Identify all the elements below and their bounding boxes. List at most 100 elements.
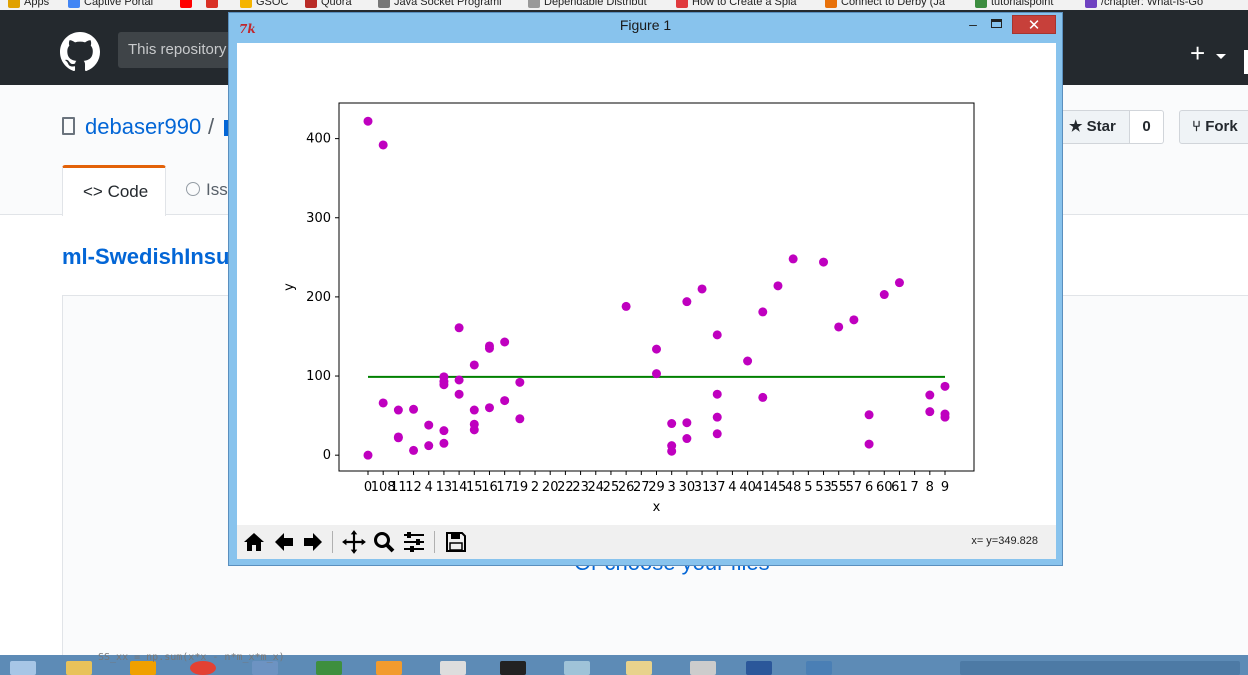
- virtualbox-icon[interactable]: [252, 661, 278, 675]
- forward-icon[interactable]: [298, 527, 328, 557]
- pan-icon[interactable]: [339, 527, 369, 557]
- taskbar-app-icon[interactable]: [564, 661, 590, 675]
- x-tick-label: 53: [815, 480, 832, 495]
- bookmark-label: How to Create a Spla: [692, 0, 797, 8]
- figure-window: 7k Figure 1 – ✕ 0 100 200 300 400 0 108 11 12 4 13…: [228, 12, 1063, 566]
- terminal-icon[interactable]: [500, 661, 526, 675]
- data-point: [393, 433, 403, 443]
- data-point: [894, 278, 904, 288]
- data-point: [515, 414, 525, 424]
- x-tick-label: 13: [436, 480, 453, 495]
- x-tick-label: 17: [496, 480, 513, 495]
- x-tick-label: 7: [910, 480, 918, 495]
- bookmark-favicon-icon: [676, 0, 688, 8]
- repo-title[interactable]: ml-SwedishInsur: [62, 244, 239, 269]
- x-tick-label: 2: [531, 480, 539, 495]
- x-tick-label: 14: [451, 480, 468, 495]
- y-tick-label: 0: [323, 448, 331, 463]
- y-tick-label: 400: [306, 132, 331, 147]
- x-tick-label: 45: [770, 480, 787, 495]
- bookmark-label: Connect to Derby (Ja: [841, 0, 945, 8]
- x-tick-label: 9: [941, 480, 949, 495]
- x-tick-label: 29: [648, 480, 665, 495]
- bookmark-item[interactable]: Connect to Derby (Ja: [825, 0, 945, 8]
- bookmark-label: Apps: [24, 0, 50, 8]
- data-point: [864, 410, 874, 420]
- configure-subplots-icon[interactable]: [399, 527, 429, 557]
- minimize-button[interactable]: –: [969, 16, 977, 32]
- word-icon[interactable]: [746, 661, 772, 675]
- tab-code[interactable]: <> Code: [62, 165, 166, 216]
- bookmark-item[interactable]: Dependable Distribut: [528, 0, 647, 8]
- taskbar-app-icon[interactable]: [626, 661, 652, 675]
- data-point: [652, 369, 661, 379]
- x-axis-label: x: [653, 500, 661, 515]
- data-point: [500, 337, 510, 347]
- taskbar-app-icon[interactable]: [130, 661, 156, 675]
- x-tick-label: 8: [926, 480, 934, 495]
- back-icon[interactable]: [269, 527, 299, 557]
- system-tray[interactable]: [960, 661, 1240, 675]
- file-explorer-icon[interactable]: [66, 661, 92, 675]
- star-count[interactable]: 0: [1130, 110, 1164, 144]
- bookmark-item[interactable]: /chapter: What-Is-Go: [1085, 0, 1203, 8]
- x-tick-label: 48: [785, 480, 802, 495]
- save-icon[interactable]: [441, 527, 471, 557]
- x-tick-label: 108: [371, 480, 396, 495]
- avatar[interactable]: [1244, 50, 1248, 74]
- tab-issues[interactable]: Iss: [186, 180, 228, 200]
- bookmark-favicon-icon: [1085, 0, 1097, 8]
- bookmark-label: Dependable Distribut: [544, 0, 647, 8]
- python-figure-icon[interactable]: [806, 661, 832, 675]
- maximize-button[interactable]: [991, 19, 1002, 28]
- repo-icon: [62, 117, 75, 135]
- figure-canvas[interactable]: 0 100 200 300 400 0 108 11 12 4 13 14 15 16 17 19 2 20 22 2…: [237, 43, 1056, 525]
- start-icon[interactable]: [10, 661, 36, 675]
- x-tick-label: 55: [830, 480, 847, 495]
- new-menu-button[interactable]: +: [1190, 38, 1206, 68]
- y-axis-label: y: [282, 283, 297, 291]
- data-point: [469, 405, 479, 415]
- bookmark-item[interactable]: [206, 0, 222, 8]
- bookmark-item[interactable]: [180, 0, 196, 8]
- tab-issues-label: Iss: [206, 180, 228, 199]
- x-tick-label: 60: [876, 480, 893, 495]
- fork-button[interactable]: ⑂ Fork: [1179, 110, 1248, 144]
- toolbar-separator: [332, 531, 333, 553]
- home-icon[interactable]: [239, 527, 269, 557]
- y-tick-label: 300: [306, 211, 331, 226]
- bookmark-favicon-icon: [240, 0, 252, 8]
- data-point: [424, 441, 434, 451]
- repo-owner-link[interactable]: debaser990: [85, 114, 202, 139]
- taskbar-app-icon[interactable]: [440, 661, 466, 675]
- taskbar-app-icon[interactable]: [376, 661, 402, 675]
- bookmark-favicon-icon: [8, 0, 20, 8]
- chrome-icon[interactable]: [190, 661, 216, 675]
- bookmark-favicon-icon: [528, 0, 540, 8]
- bookmark-item[interactable]: How to Create a Spla: [676, 0, 797, 8]
- bookmark-item[interactable]: Java Socket Programi: [378, 0, 502, 8]
- editor-code-text: SS_xx = np.sum(x*x - n*m_x*m_x): [98, 652, 285, 663]
- navigation-toolbar: x= y=349.828: [237, 525, 1056, 559]
- data-point: [667, 419, 677, 429]
- data-point: [940, 412, 950, 422]
- star-button[interactable]: ★ Star: [1060, 110, 1130, 144]
- toolbar-separator: [434, 531, 435, 553]
- bookmark-item[interactable]: tutorialspoint: [975, 0, 1053, 8]
- bookmark-item[interactable]: GSOC: [240, 0, 288, 8]
- x-tick-label: 37: [709, 480, 726, 495]
- taskbar-app-icon[interactable]: [690, 661, 716, 675]
- repo-name-link[interactable]: [224, 120, 230, 136]
- close-button[interactable]: ✕: [1012, 15, 1056, 34]
- taskbar-app-icon[interactable]: [316, 661, 342, 675]
- github-logo-icon[interactable]: [60, 32, 100, 72]
- bookmark-item[interactable]: Captive Portal: [68, 0, 153, 8]
- data-point: [879, 290, 889, 300]
- bookmark-item[interactable]: Apps: [8, 0, 49, 8]
- data-point: [788, 254, 798, 264]
- zoom-icon[interactable]: [369, 527, 399, 557]
- data-point: [940, 381, 950, 391]
- data-point: [439, 380, 449, 390]
- bookmark-item[interactable]: Quora: [305, 0, 352, 8]
